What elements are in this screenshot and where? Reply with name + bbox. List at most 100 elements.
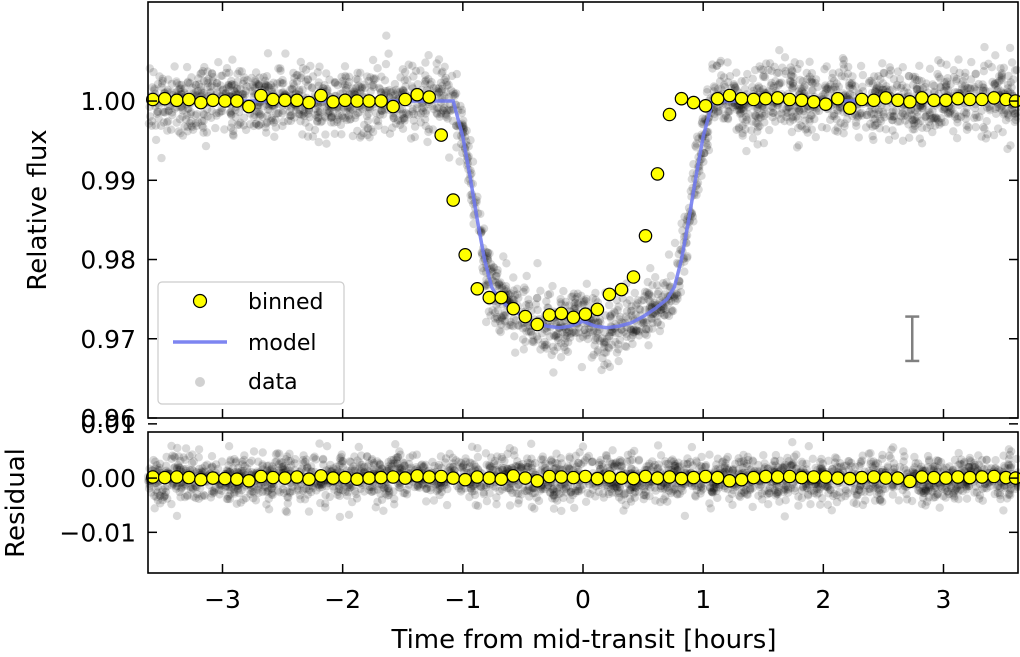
data-point — [851, 82, 860, 91]
data-point — [788, 115, 798, 124]
data-point — [879, 68, 888, 78]
legend-model-label: model — [248, 331, 317, 356]
residual-point — [960, 457, 969, 467]
data-point — [979, 123, 988, 132]
data-point — [672, 290, 681, 299]
data-point — [485, 249, 494, 258]
data-point — [199, 109, 208, 118]
data-point — [1006, 141, 1015, 150]
data-point — [373, 117, 383, 126]
data-point — [985, 104, 994, 113]
data-point — [578, 300, 587, 309]
data-point — [904, 120, 913, 129]
data-point — [629, 325, 638, 334]
data-point — [1007, 58, 1017, 67]
data-point — [518, 335, 528, 344]
data-point — [929, 114, 938, 123]
data-point — [151, 135, 161, 145]
data-point — [803, 75, 812, 84]
data-point — [263, 82, 273, 91]
data-point — [434, 104, 443, 113]
data-point — [832, 105, 842, 115]
data-point — [510, 291, 520, 300]
data-point — [186, 109, 195, 119]
binned-point — [927, 93, 941, 108]
binned-point — [890, 93, 905, 108]
data-point — [495, 326, 504, 335]
data-point — [789, 112, 798, 121]
binned-point — [278, 93, 292, 108]
data-point — [930, 81, 939, 91]
data-point — [524, 295, 533, 304]
data-point — [357, 84, 366, 93]
data-point — [442, 88, 451, 97]
data-point — [619, 327, 628, 337]
data-point — [509, 321, 518, 331]
data-point — [493, 268, 502, 278]
binned-point — [818, 97, 833, 111]
data-point — [325, 107, 334, 117]
residual-point — [962, 494, 972, 503]
data-point — [908, 116, 917, 125]
data-point — [807, 125, 816, 134]
data-point — [998, 128, 1007, 137]
data-point — [626, 306, 636, 316]
data-point — [381, 59, 391, 69]
data-point — [798, 77, 808, 86]
data-point — [496, 327, 505, 337]
residual-point — [696, 483, 706, 492]
data-point — [308, 83, 317, 92]
data-point — [434, 55, 444, 64]
data-point — [356, 68, 365, 78]
data-point — [954, 112, 963, 121]
data-point — [520, 283, 529, 292]
data-point — [346, 114, 355, 124]
data-point — [416, 118, 425, 127]
residual-point — [170, 453, 180, 462]
data-point — [491, 318, 500, 328]
residual-point — [473, 444, 482, 453]
data-point — [185, 118, 194, 128]
data-point — [787, 127, 797, 137]
data-point — [313, 117, 322, 127]
data-point — [895, 117, 905, 126]
data-point — [781, 67, 790, 76]
data-point — [355, 133, 365, 142]
data-point — [561, 346, 570, 355]
data-point — [977, 106, 986, 116]
data-point — [796, 121, 805, 130]
data-point — [577, 362, 587, 372]
data-point — [187, 73, 196, 82]
data-point — [542, 327, 552, 336]
data-point — [748, 134, 758, 143]
data-point — [428, 125, 438, 134]
residual-point — [705, 450, 714, 459]
data-point — [936, 83, 945, 92]
data-point — [186, 108, 196, 117]
data-point — [440, 75, 449, 85]
data-point — [278, 75, 287, 85]
data-point — [148, 83, 157, 92]
binned-point — [698, 99, 713, 113]
data-point — [954, 55, 963, 64]
data-point — [303, 109, 313, 119]
data-point — [522, 271, 531, 281]
data-point — [408, 107, 417, 116]
data-point — [281, 49, 290, 58]
data-point — [213, 82, 222, 92]
binned-point — [506, 301, 521, 316]
data-point — [339, 113, 348, 122]
data-point — [821, 83, 830, 92]
data-point — [799, 83, 809, 92]
data-point — [667, 307, 676, 316]
data-point — [441, 73, 450, 83]
data-point — [363, 130, 372, 140]
data-point — [961, 68, 970, 78]
data-point — [391, 119, 401, 128]
data-point — [164, 117, 173, 126]
data-point — [352, 83, 361, 93]
data-point — [632, 326, 641, 335]
data-point — [398, 65, 407, 74]
data-point — [401, 67, 410, 77]
data-point — [644, 325, 653, 334]
